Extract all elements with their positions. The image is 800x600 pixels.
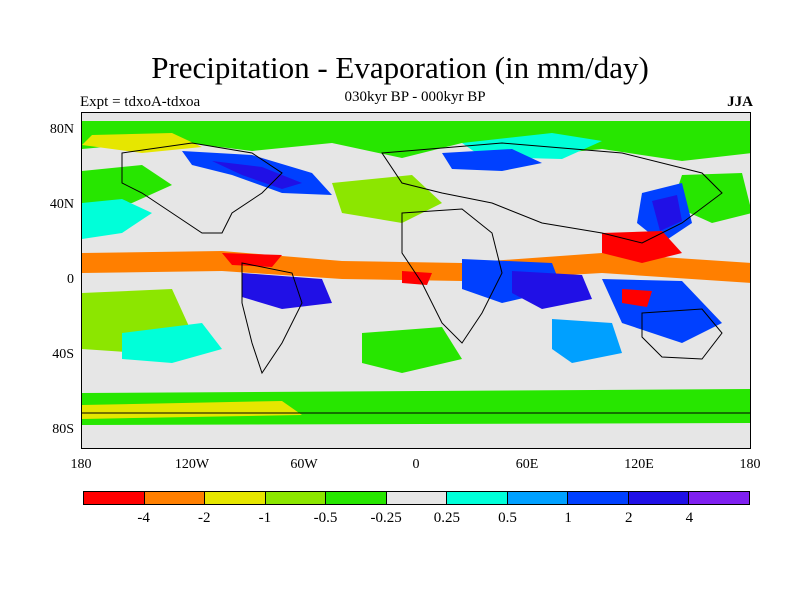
coastlines	[82, 142, 750, 414]
colorbar-label: -1	[258, 510, 272, 526]
field-navy-tropical-pacific	[242, 273, 332, 309]
field-navy-indian-ocean	[512, 271, 592, 309]
colorbar-box	[84, 492, 145, 504]
map-panel	[81, 112, 751, 449]
colorbar-box	[447, 492, 508, 504]
plot-title: Precipitation - Evaporation (in mm/day)	[151, 50, 649, 85]
y-tick-label: 80N	[49, 122, 74, 137]
colorbar-label: 4	[685, 510, 694, 526]
x-tick-label: 120E	[624, 457, 654, 472]
colorbar-label: -0.25	[370, 510, 402, 526]
field-red-itcz-east-pacific	[222, 253, 282, 267]
x-tick-label: 120W	[174, 457, 210, 472]
y-tick-label: 0	[67, 272, 74, 287]
field-red-west-pacific	[602, 231, 682, 263]
y-tick-label: 80S	[52, 422, 74, 437]
precipitation-map	[82, 121, 750, 425]
colorbar-box	[628, 492, 690, 504]
experiment-label: Expt = tdxoA-tdxoa	[80, 94, 201, 110]
colorbar-box	[386, 492, 448, 504]
field-red-maritime	[622, 289, 652, 307]
field-green-pacific-north	[82, 165, 172, 209]
season-label: JJA	[727, 94, 753, 110]
x-tick-label: 60E	[515, 457, 539, 472]
field-red-atlantic	[402, 271, 432, 285]
field-cyan-south-pacific	[122, 323, 222, 363]
coastline-australia	[641, 308, 723, 360]
colorbar-box	[265, 492, 327, 504]
colorbar-box	[568, 492, 629, 504]
field-navy-north-atlantic	[212, 161, 302, 189]
colorbar-box	[507, 492, 569, 504]
x-tick-label: 180	[739, 457, 761, 472]
field-cyan-pacific-north	[82, 199, 152, 239]
y-tick-label: 40N	[49, 197, 74, 212]
field-yellow-southern-band	[82, 401, 302, 419]
colorbar-label: -2	[198, 510, 211, 526]
field-green-north-band	[82, 121, 750, 161]
colorbar-label: 0.25	[433, 510, 460, 526]
field-green-atlantic-mid	[332, 175, 442, 223]
x-tick-label: 180	[70, 457, 92, 472]
colorbar-label: -0.5	[313, 510, 338, 526]
field-navy-east-asia	[652, 195, 682, 231]
field-blue-south-indian	[552, 319, 622, 363]
colorbar-box	[205, 492, 266, 504]
field-blue-siberia	[442, 149, 542, 171]
colorbar-box	[144, 492, 206, 504]
coastline-south-america	[241, 262, 303, 375]
x-tick-label: 60W	[290, 457, 318, 472]
colorbar-label: -4	[137, 510, 150, 526]
field-green-southern-band	[82, 389, 750, 425]
colorbar-label: 2	[624, 510, 633, 526]
colorbar-label: 0.5	[498, 510, 517, 526]
colorbar-box	[689, 492, 750, 504]
plot-subtitle: 030kyr BP - 000kyr BP	[344, 89, 486, 105]
field-yellow-north	[82, 133, 202, 153]
y-tick-label: 40S	[52, 347, 74, 362]
field-green-pacific-east	[672, 173, 750, 223]
coastline-africa	[401, 208, 503, 344]
colorbar-label: 1	[564, 510, 572, 526]
x-tick-label: 0	[412, 457, 420, 472]
colorbar-box	[326, 492, 387, 504]
colorbar	[83, 491, 750, 505]
coastline-north-america	[121, 142, 283, 234]
coastline-eurasia	[381, 142, 723, 244]
field-green-south-atlantic	[362, 327, 462, 373]
